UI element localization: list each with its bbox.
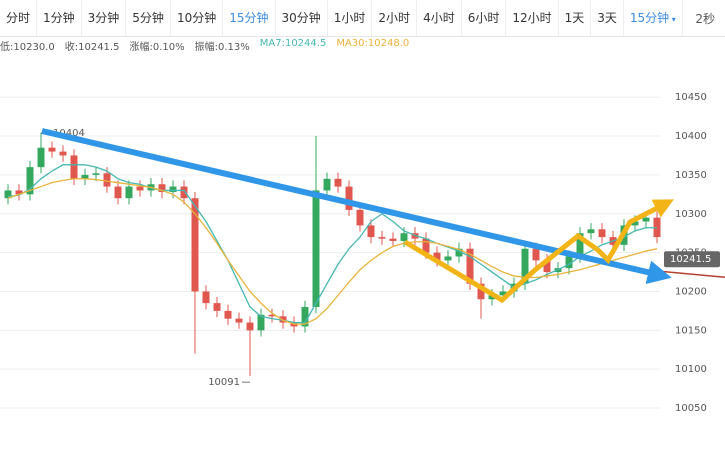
candle-body (455, 248, 463, 257)
high-label: 10404 (53, 128, 85, 139)
candle-body (576, 233, 584, 257)
info-change: 涨幅:0.10% (129, 42, 185, 53)
period-tab[interactable]: 15分钟 ▾ (624, 0, 683, 36)
y-tick-label: 10100 (675, 364, 707, 375)
candle-body (345, 186, 353, 210)
candle-body (389, 238, 397, 241)
period-tab[interactable]: 3天 (591, 0, 624, 36)
trend-annotations (41, 128, 674, 304)
trend-arrow (41, 128, 672, 284)
candle-body (213, 303, 221, 311)
ma-line (7, 178, 658, 325)
candle-body (202, 291, 210, 304)
refresh-interval: 2秒 (695, 11, 715, 26)
info-close: 收:10241.5 (64, 42, 120, 53)
candle-body (26, 167, 34, 195)
candle-body (125, 186, 133, 199)
period-tab[interactable]: 12小时 (506, 0, 559, 36)
low-label: 10091 (208, 377, 240, 388)
candle-body (587, 229, 595, 234)
candle-body (642, 217, 650, 222)
period-tab[interactable]: 1分钟 (37, 0, 82, 36)
candle-body (268, 314, 276, 317)
candle-body (433, 252, 441, 261)
candle-body (400, 233, 408, 241)
candle-body (70, 155, 78, 179)
period-tab[interactable]: 10分钟 (171, 0, 224, 36)
candle-body (224, 310, 232, 319)
info-ma7: MA7:10244.5 (259, 38, 327, 49)
candle-body (15, 190, 23, 195)
candle-body (378, 237, 386, 239)
candle-body (4, 190, 12, 199)
period-tab[interactable]: 15分钟 (223, 0, 276, 36)
period-tab[interactable]: 分时 (0, 0, 38, 36)
candle-body (598, 229, 606, 238)
last-price-line (659, 270, 725, 278)
info-ma30: MA30:10248.0 (336, 38, 410, 49)
candle-body (631, 221, 639, 226)
candle-body (334, 178, 342, 187)
candle-body (103, 173, 111, 187)
last-price-box (664, 251, 720, 268)
period-tab[interactable]: 3分钟 (82, 0, 127, 36)
candle-body (466, 248, 474, 284)
candle-body (444, 256, 452, 261)
candle-body (81, 174, 89, 179)
candle-body (158, 184, 166, 192)
info-bar: 低:10230.0 收:10241.5 涨幅:0.10% 振幅:0.13% MA… (0, 38, 409, 56)
period-tab[interactable]: 6小时 (462, 0, 507, 36)
candle-body (521, 248, 529, 284)
candle-body (114, 186, 122, 199)
candle-body (367, 225, 375, 238)
candle-body (246, 322, 254, 331)
candle-body (532, 248, 540, 261)
y-tick-label: 10200 (675, 286, 707, 297)
candle-body (92, 173, 100, 175)
path-arrow (403, 199, 674, 304)
candle-body (136, 186, 144, 191)
y-tick-label: 10400 (675, 131, 707, 142)
candle-body (191, 198, 199, 292)
candle-body (312, 190, 320, 308)
y-tick-label: 10150 (675, 325, 707, 336)
period-tab[interactable]: 30分钟 (276, 0, 328, 36)
period-tab[interactable]: 1天 (559, 0, 592, 36)
candle-body (301, 307, 309, 327)
period-tab[interactable]: 2小时 (372, 0, 418, 36)
candle-body (488, 295, 496, 300)
candle-body (323, 178, 331, 191)
candle-body (499, 291, 507, 296)
candle-body (422, 238, 430, 253)
candle-body (565, 256, 573, 269)
candle-body (169, 186, 177, 192)
candle-body (543, 260, 551, 273)
y-tick-label: 10450 (675, 92, 707, 103)
ma-line (7, 164, 657, 324)
candle-body (37, 147, 45, 168)
y-tick-label: 10300 (675, 209, 707, 220)
y-tick-label: 10050 (675, 403, 707, 414)
candle-body (59, 151, 67, 156)
candle-body (356, 209, 364, 226)
candle-body (180, 186, 188, 199)
info-low: 低:10230.0 (0, 42, 55, 53)
period-tab[interactable]: 4小时 (417, 0, 462, 36)
last-price-label: 10241.5 (670, 254, 711, 265)
candle-body (235, 318, 243, 323)
candle-body (257, 314, 265, 331)
y-tick-label: 10350 (675, 170, 707, 181)
period-tab[interactable]: 1小时 (328, 0, 373, 36)
candle-body (48, 147, 56, 152)
info-amplitude: 振幅:0.13% (194, 42, 250, 53)
candle-body (477, 283, 485, 300)
candle-body (279, 316, 287, 323)
period-tab[interactable]: 5分钟 (126, 0, 171, 36)
period-tabs: 分时 1分钟 3分钟 5分钟 10分钟 15分钟 30分钟 1小时 2小时 4小时 6小时 12小时 1… (0, 0, 725, 37)
